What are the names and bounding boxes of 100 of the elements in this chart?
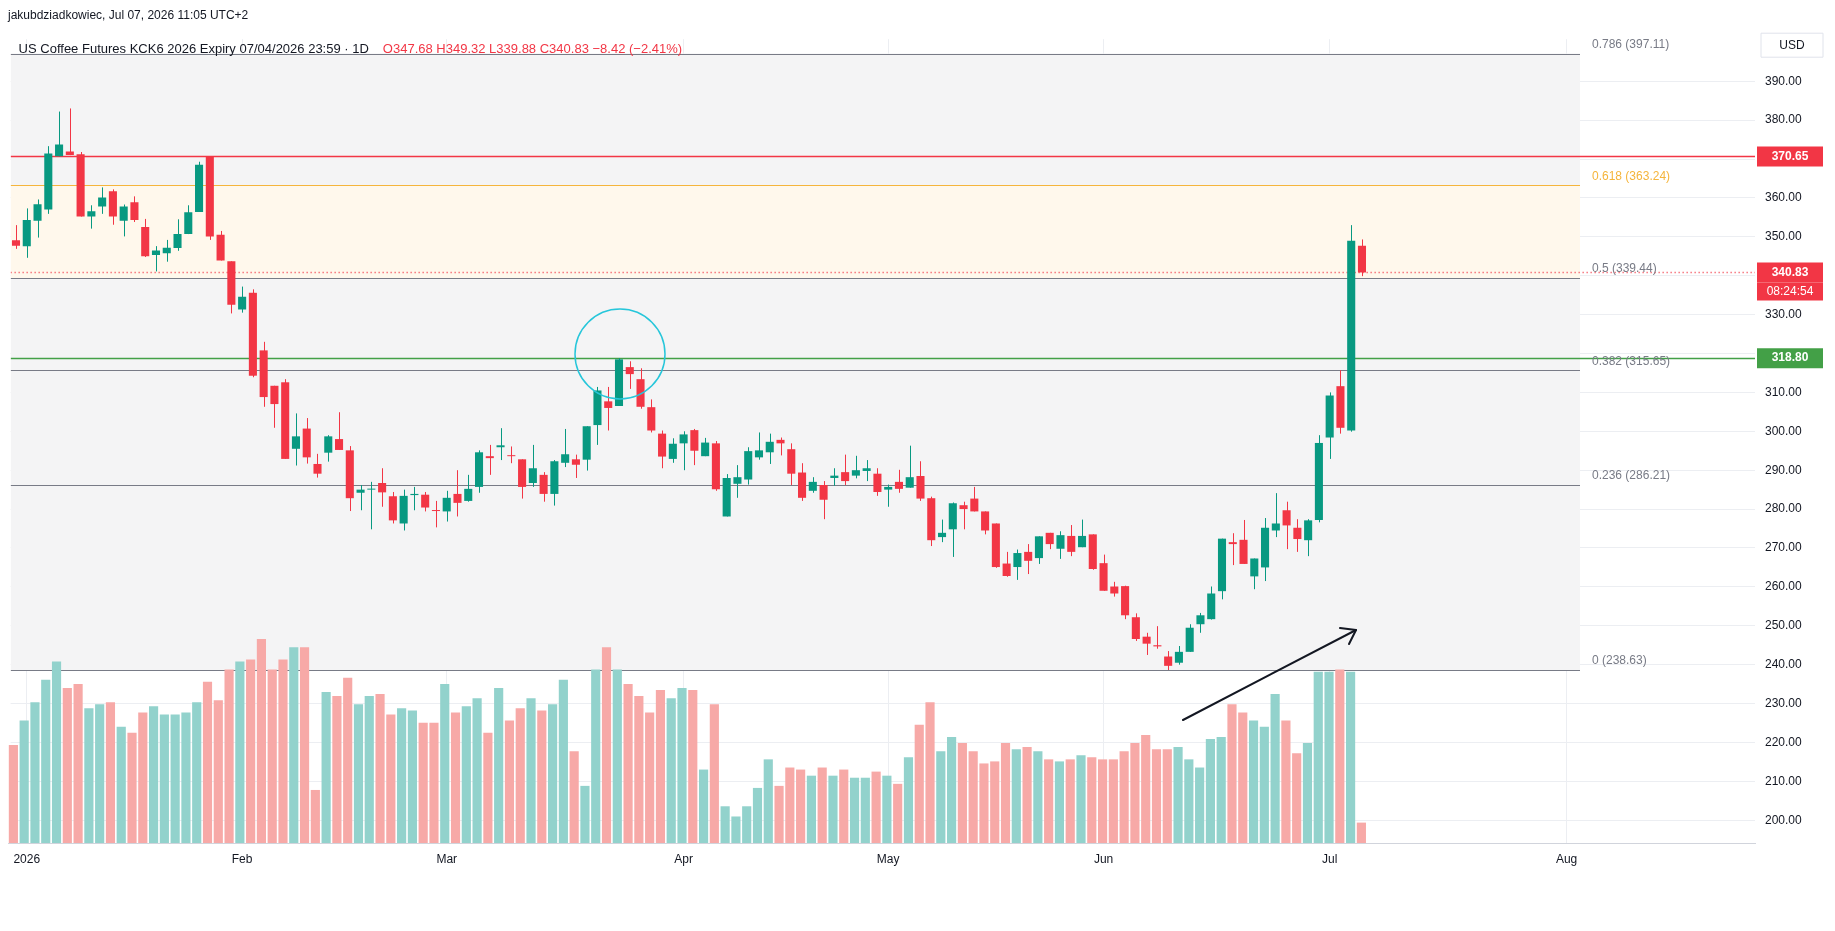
bar: [51, 661, 62, 843]
bar: [796, 769, 806, 843]
bar: [483, 732, 493, 843]
y-tick-label: 200.00: [1765, 812, 1803, 827]
bar: [828, 775, 838, 843]
candlestick: [87, 204, 96, 230]
bar: [289, 647, 299, 843]
y-tick-label: 240.00: [1765, 656, 1803, 671]
candlestick: [894, 469, 903, 494]
y-tick-label: 290.00: [1765, 462, 1803, 477]
chart-title: US Coffee Futures KCK6 2026 Expiry 07/04/2026 23:59 · 1D: [18, 40, 369, 56]
candlestick: [1293, 518, 1302, 553]
candlestick: [464, 474, 473, 503]
bar: [246, 659, 256, 843]
candlestick: [851, 455, 860, 479]
bar: [903, 757, 914, 843]
bar: [548, 704, 558, 843]
bar: [440, 683, 450, 843]
candlestick: [1056, 530, 1065, 560]
candlestick: [1304, 518, 1313, 557]
bar: [936, 751, 946, 843]
candlestick: [1282, 501, 1291, 550]
y-tick-label: 220.00: [1765, 734, 1803, 749]
candlestick: [1077, 519, 1087, 548]
bar: [1022, 747, 1032, 843]
candlestick: [905, 445, 914, 489]
ref-line-label: 0.5 (339.44): [1592, 261, 1657, 276]
y-tick-label: 310.00: [1765, 384, 1803, 399]
bar: [849, 777, 860, 843]
bar: [537, 710, 547, 843]
y-tick-label: 380.00: [1765, 112, 1803, 127]
candlestick: [162, 239, 171, 263]
ref-line-label: 318.80: [1771, 350, 1809, 365]
bar: [817, 767, 827, 843]
candlestick: [1164, 650, 1173, 671]
bar: [310, 789, 320, 843]
candlestick: [647, 398, 656, 433]
bar: [612, 669, 622, 843]
bar: [1076, 755, 1086, 843]
candlestick: [1013, 549, 1022, 581]
candlestick: [873, 467, 882, 497]
y-tick-label: 230.00: [1765, 695, 1803, 710]
bar: [871, 771, 881, 843]
ref-line-label: 340.83: [1771, 264, 1809, 279]
candlestick: [862, 459, 871, 482]
bar: [472, 698, 482, 843]
candlestick: [604, 386, 613, 432]
bar: [105, 702, 116, 843]
bar: [1000, 743, 1011, 843]
candlestick: [11, 224, 21, 250]
x-tick-label: May: [876, 851, 900, 866]
bar: [256, 639, 267, 843]
bar: [1033, 751, 1043, 843]
candlestick: [421, 491, 430, 512]
candlestick: [571, 454, 580, 479]
candlestick: [1024, 543, 1033, 575]
y-tick-label: 260.00: [1765, 579, 1803, 594]
candlestick: [1067, 524, 1076, 557]
candlestick: [324, 434, 333, 463]
candlestick: [668, 437, 677, 464]
ref-line-label: 370.65: [1771, 148, 1809, 163]
bar: [332, 696, 342, 843]
candlestick: [937, 519, 947, 543]
candlestick: [916, 460, 925, 502]
bar: [461, 706, 471, 843]
x-tick-label: Jul: [1322, 851, 1338, 866]
x-tick-label: Apr: [674, 851, 693, 866]
candlestick: [884, 484, 893, 508]
candlestick: [733, 464, 742, 499]
bar: [763, 759, 773, 843]
candlestick: [625, 360, 634, 390]
bar: [353, 704, 364, 843]
candlestick: [1131, 612, 1140, 642]
bar: [1162, 749, 1172, 843]
text: 08:24:54: [1766, 283, 1814, 298]
y-tick-label: 330.00: [1765, 306, 1803, 321]
bar: [709, 704, 719, 843]
bar: [1292, 753, 1302, 843]
bar: [1248, 720, 1259, 843]
bar: [95, 704, 105, 843]
bar: [450, 712, 461, 843]
bar: [8, 745, 18, 843]
x-tick-label: Jun: [1093, 851, 1114, 866]
y-tick-label: 270.00: [1765, 540, 1803, 555]
candlestick: [356, 484, 365, 511]
text: jakubdziadkowiec, Jul 07, 2026 11:05 UTC+2: [8, 8, 249, 22]
bar: [407, 710, 417, 843]
candlestick: [55, 111, 64, 157]
candlestick: [1142, 632, 1151, 656]
bar: [645, 712, 655, 843]
candlestick: [658, 430, 667, 469]
candlestick: [119, 204, 128, 237]
candlestick: [335, 411, 344, 451]
bar: [149, 706, 159, 843]
candlestick: [130, 195, 139, 223]
bar: [62, 687, 72, 843]
bar: [1044, 759, 1054, 843]
candlestick: [970, 486, 979, 512]
bar: [343, 677, 353, 843]
bar: [1356, 822, 1366, 843]
